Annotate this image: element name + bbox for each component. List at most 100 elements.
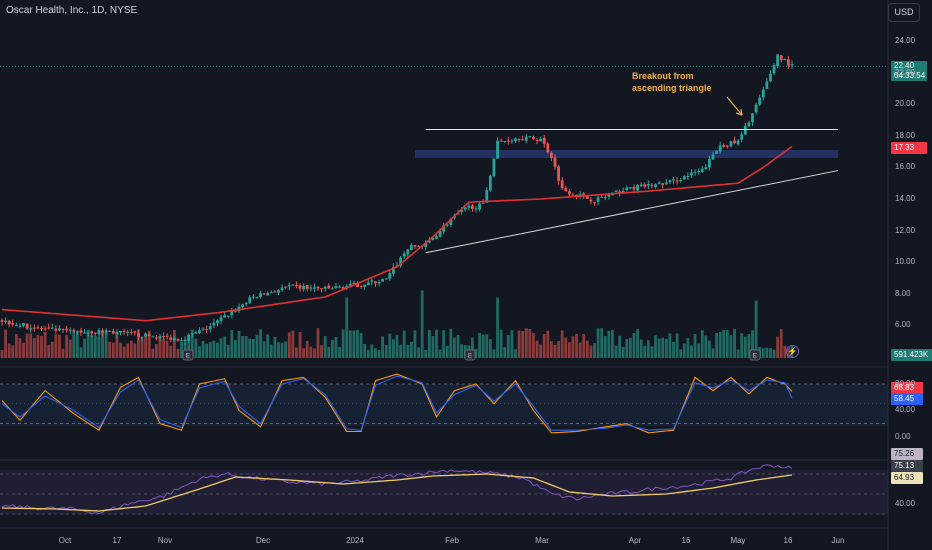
price-tick-label: 24.00 [895, 36, 916, 45]
time-tick-label: Nov [157, 536, 173, 545]
candle-body [151, 336, 155, 338]
candle-body [783, 59, 787, 61]
volume-bar [438, 349, 442, 358]
candle-body [190, 333, 194, 335]
volume-bar [11, 345, 15, 358]
candle-body [147, 334, 151, 337]
volume-bar [711, 348, 715, 358]
candle-body [11, 323, 15, 325]
volume-bar [108, 341, 112, 358]
volume-bar [313, 348, 316, 358]
earnings-marker-label: E [468, 353, 473, 360]
lightning-icon[interactable]: ⚡ [786, 345, 799, 358]
volume-bar [553, 344, 557, 358]
candle-body [596, 197, 600, 202]
candle-body [650, 185, 654, 187]
volume-bar [402, 330, 406, 358]
candle-body [377, 281, 381, 284]
last-price-tag: 22.40 04:33:54 [891, 61, 927, 81]
candle-body [115, 331, 119, 335]
volume-bar [625, 339, 629, 358]
candle-body [76, 331, 79, 333]
candle-body [83, 332, 86, 334]
candle-body [133, 331, 137, 333]
volume-bar [435, 329, 438, 358]
volume-bar [442, 330, 446, 358]
candle-body [438, 231, 442, 237]
price-tick-label: 6.00 [895, 320, 911, 330]
candle-body [262, 293, 266, 295]
candle-body [187, 334, 191, 341]
volume-bar [751, 330, 754, 358]
volume-bar [384, 344, 388, 358]
volume-bar [320, 345, 323, 358]
volume-bar [126, 343, 130, 358]
price-tick-label: 10.00 [895, 257, 916, 267]
volume-bar [388, 333, 392, 358]
candle-body [463, 207, 467, 210]
currency-button[interactable]: USD [888, 3, 920, 22]
candle-body [169, 337, 173, 340]
volume-bar [363, 343, 367, 358]
candle-body [356, 282, 359, 287]
volume-bar [158, 337, 162, 358]
volume-bar [234, 339, 237, 358]
candle-body [212, 322, 216, 326]
candle-body [593, 202, 596, 204]
candle-body [679, 179, 683, 181]
candle-body [137, 333, 140, 337]
candle-body [273, 291, 277, 293]
candle-body [736, 140, 740, 145]
volume-bar [611, 329, 614, 358]
candle-body [248, 297, 252, 303]
annotation-line-1: Breakout from [632, 71, 694, 81]
candle-body [471, 205, 474, 209]
volume-bar [399, 344, 402, 358]
candle-body [111, 330, 115, 334]
candle-body [442, 225, 446, 232]
volume-bar [603, 336, 607, 358]
candle-body [499, 140, 503, 142]
candle-body [334, 286, 338, 289]
volume-bar [503, 347, 507, 358]
volume-bar [646, 340, 650, 358]
volume-bar [43, 332, 47, 358]
volume-bar [654, 335, 657, 358]
earnings-marker [182, 349, 194, 361]
volume-bar [309, 346, 313, 358]
candle-body [4, 320, 7, 323]
volume-bar [675, 333, 679, 358]
volume-bar [140, 337, 144, 358]
candle-body [575, 194, 578, 197]
volume-bar [532, 333, 535, 358]
candle-body [693, 172, 697, 174]
candle-body [348, 283, 352, 286]
volume-bar [338, 346, 341, 358]
candle-body [729, 141, 733, 147]
candle-body [664, 182, 668, 185]
candle-body [305, 285, 309, 289]
candle-body [535, 140, 539, 142]
candle-body [61, 328, 65, 330]
rsi-tick-label: 40.00 [895, 499, 916, 508]
volume-bar [596, 328, 600, 358]
stoch-d-tag: 58.45 [891, 393, 923, 405]
volume-bar [280, 342, 284, 358]
volume-bar [172, 330, 176, 358]
volume-bar [560, 330, 564, 358]
candle-body [323, 286, 327, 289]
candle-body [571, 194, 575, 196]
candle-body [603, 196, 607, 199]
candle-body [413, 245, 417, 247]
candle-body [230, 311, 234, 316]
candle-body [510, 140, 514, 142]
volume-bar [255, 334, 259, 358]
volume-bar [474, 348, 478, 358]
candle-body [352, 282, 356, 284]
volume-bar [456, 335, 460, 358]
volume-bar [187, 335, 191, 358]
volume-bar [722, 329, 726, 358]
candle-body [320, 288, 323, 290]
volume-bar [510, 330, 514, 358]
